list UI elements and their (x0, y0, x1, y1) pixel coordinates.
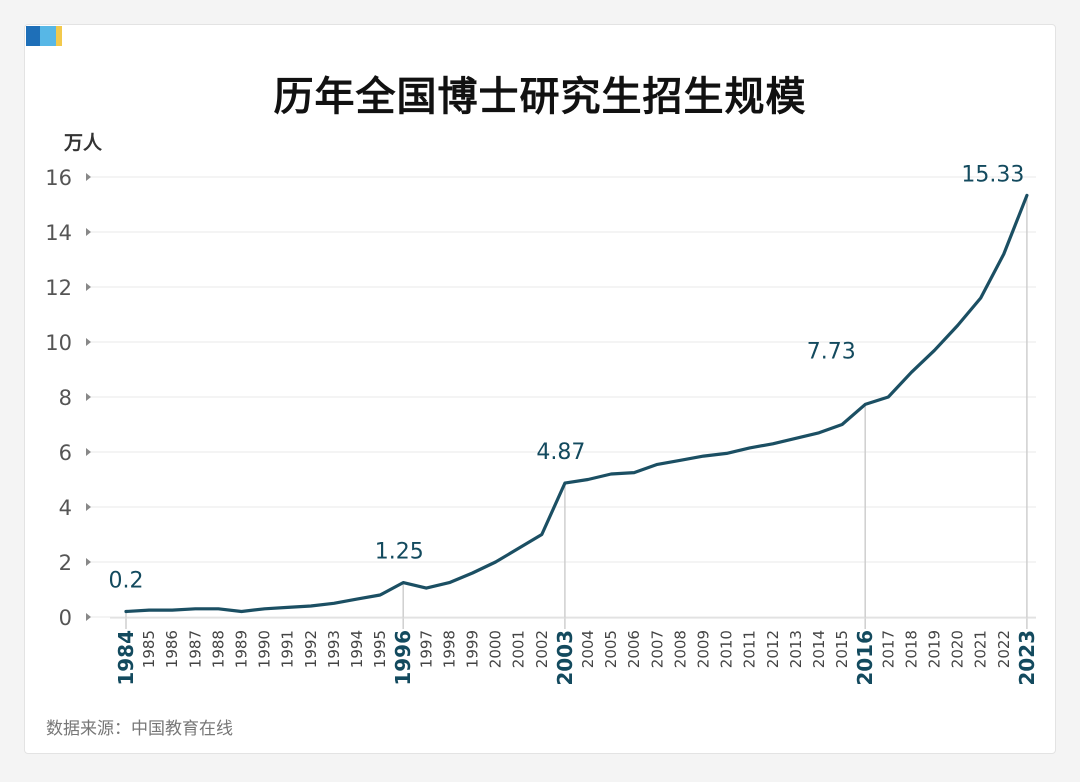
x-tick-label: 1995 (371, 630, 389, 668)
x-tick-label: 1990 (256, 630, 274, 668)
x-tick-label: 1997 (417, 630, 435, 668)
x-tick-label: 2005 (602, 630, 620, 668)
x-tick-label: 2012 (764, 630, 782, 668)
data-label: 15.33 (961, 162, 1024, 187)
x-tick-label: 2010 (718, 630, 736, 668)
y-tick-label: 16 (45, 166, 72, 190)
x-tick-label: 2002 (533, 630, 551, 668)
chart-card (24, 24, 1056, 754)
y-tick-marker (86, 613, 91, 621)
y-tick-label: 10 (45, 331, 72, 355)
x-tick-label: 2000 (487, 630, 505, 668)
x-tick-label: 2013 (787, 630, 805, 668)
x-tick-label: 1991 (279, 630, 297, 668)
x-tick-label: 2020 (949, 630, 967, 668)
y-tick-label: 12 (45, 276, 72, 300)
x-tick-label: 1989 (233, 630, 251, 668)
data-label: 7.73 (807, 339, 856, 364)
x-tick-label: 1998 (440, 630, 458, 668)
y-tick-marker (86, 173, 91, 181)
x-tick-label: 2006 (625, 630, 643, 668)
data-label: 4.87 (536, 440, 585, 465)
y-tick-label: 2 (59, 551, 72, 575)
y-tick-marker (86, 393, 91, 401)
y-tick-label: 0 (59, 606, 72, 630)
y-tick-label: 4 (59, 496, 72, 520)
x-tick-label: 1985 (140, 630, 158, 668)
y-tick-label: 8 (59, 386, 72, 410)
source-note: 数据来源：中国教育在线 (46, 719, 233, 739)
x-tick-label: 2015 (833, 630, 851, 668)
x-tick-label: 2023 (1015, 630, 1039, 686)
x-tick-label: 2007 (648, 630, 666, 668)
y-tick-marker (86, 283, 91, 291)
y-axis-unit-label: 万人 (64, 132, 103, 154)
y-tick-marker (86, 558, 91, 566)
x-tick-label: 1986 (163, 630, 181, 668)
y-tick-marker (86, 448, 91, 456)
x-tick-label: 1987 (186, 630, 204, 668)
x-tick-label: 2003 (553, 630, 577, 686)
x-tick-label: 2001 (510, 630, 528, 668)
x-tick-label: 1984 (114, 630, 138, 686)
data-label: 1.25 (375, 540, 424, 565)
y-tick-marker (86, 503, 91, 511)
x-tick-label: 2014 (810, 630, 828, 668)
x-tick-label: 2017 (879, 630, 897, 668)
data-label: 0.2 (109, 569, 144, 594)
y-tick-label: 14 (45, 221, 72, 245)
x-tick-label: 2009 (695, 630, 713, 668)
x-tick-label: 1993 (325, 630, 343, 668)
x-tick-label: 2011 (741, 630, 759, 668)
y-tick-marker (86, 228, 91, 236)
chart-title: 历年全国博士研究生招生规模 (273, 74, 807, 120)
x-tick-label: 2022 (995, 630, 1013, 668)
x-tick-label: 2016 (853, 630, 877, 686)
x-tick-label: 1992 (302, 630, 320, 668)
x-tick-label: 2018 (902, 630, 920, 668)
x-tick-label: 2004 (579, 630, 597, 668)
y-tick-label: 6 (59, 441, 72, 465)
x-tick-label: 1996 (391, 630, 415, 686)
x-tick-label: 1994 (348, 630, 366, 668)
x-tick-label: 2008 (671, 630, 689, 668)
logo (26, 26, 64, 46)
x-tick-label: 1988 (209, 630, 227, 668)
x-tick-label: 2021 (972, 630, 990, 668)
x-tick-label: 1999 (464, 630, 482, 668)
series-line (124, 193, 1029, 614)
x-tick-label: 2019 (926, 630, 944, 668)
y-tick-marker (86, 338, 91, 346)
